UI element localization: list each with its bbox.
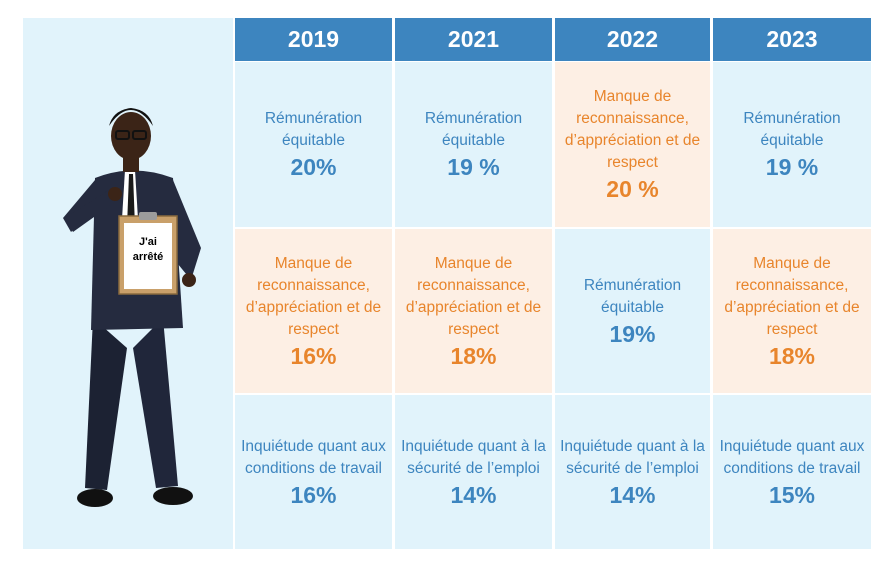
hair — [109, 108, 153, 126]
cell-label: Rémunération équitable — [743, 110, 841, 149]
cell-label: Manque de reconnaissance, d’appréciation… — [405, 254, 542, 338]
cell-percentage: 14% — [450, 481, 497, 508]
cell-percentage: 20 % — [606, 176, 659, 202]
glasses-left — [115, 130, 130, 140]
right-shoe — [153, 487, 193, 505]
right-leg — [133, 318, 178, 488]
cell-percentage: 19 % — [765, 154, 819, 180]
man-with-clipboard-figure: J'ai arrêté — [63, 108, 201, 507]
cell-2021-rank-3: Inquiétude quant à la sécurité de l’empl… — [395, 395, 552, 549]
cell-label: Inquiétude quant à la sécurité de l’empl… — [560, 437, 705, 477]
cell-percentage: 18% — [450, 342, 497, 369]
left-hand — [108, 187, 122, 201]
cell-2021-rank-1: Rémunération équitable 19 % — [395, 62, 552, 227]
cell-2019-rank-1: Rémunération équitable 20% — [235, 62, 392, 227]
cell-label: Rémunération équitable — [264, 110, 363, 149]
right-hand — [182, 273, 196, 287]
cell-2023-rank-2: Manque de reconnaissance, d’appréciation… — [713, 229, 871, 393]
cell-percentage: 19% — [609, 320, 656, 347]
cell-label: Inquiétude quant aux conditions de trava… — [719, 437, 865, 477]
clipboard-paper — [124, 223, 172, 289]
cell-percentage: 20% — [290, 154, 337, 180]
cell-percentage: 19 % — [447, 154, 500, 180]
cell-label: Rémunération équitable — [583, 276, 682, 316]
left-leg — [85, 318, 127, 490]
column-header-2019: 2019 — [235, 18, 392, 61]
column-header-2022: 2022 — [555, 18, 710, 61]
left-shoe — [77, 489, 113, 507]
neck — [123, 156, 139, 172]
cell-2022-rank-3: Inquiétude quant à la sécurité de l’empl… — [555, 395, 710, 549]
cell-2019-rank-3: Inquiétude quant aux conditions de trava… — [235, 395, 392, 549]
cell-2022-rank-1: Manque de reconnaissance, d’appréciation… — [555, 62, 710, 227]
cell-label: Inquiétude quant à la sécurité de l’empl… — [401, 437, 546, 477]
cell-percentage: 15% — [768, 481, 816, 508]
left-forearm — [65, 190, 115, 232]
column-header-2023: 2023 — [713, 18, 871, 61]
cell-percentage: 16% — [290, 481, 337, 508]
cell-label: Inquiétude quant aux conditions de trava… — [241, 437, 386, 477]
cell-label: Manque de reconnaissance, d’appréciation… — [564, 88, 701, 171]
cell-label: Manque de reconnaissance, d’appréciation… — [724, 254, 860, 338]
glasses-right — [132, 130, 147, 140]
cell-2023-rank-3: Inquiétude quant aux conditions de trava… — [713, 395, 871, 549]
column-header-2021: 2021 — [395, 18, 552, 61]
right-arm — [173, 180, 201, 280]
cell-percentage: 18% — [768, 342, 816, 369]
clipboard-text-line2: arrêté — [133, 251, 164, 263]
head — [111, 112, 151, 160]
cell-percentage: 14% — [609, 481, 656, 508]
cell-2021-rank-2: Manque de reconnaissance, d’appréciation… — [395, 229, 552, 393]
cell-2023-rank-1: Rémunération équitable 19 % — [713, 62, 871, 227]
clipboard-clip — [139, 212, 157, 220]
cell-label: Rémunération équitable — [424, 110, 523, 149]
cell-percentage: 16% — [290, 342, 337, 369]
cell-2022-rank-2: Rémunération équitable 19% — [555, 229, 710, 393]
cell-label: Manque de reconnaissance, d’appréciation… — [245, 254, 382, 338]
cell-2019-rank-2: Manque de reconnaissance, d’appréciation… — [235, 229, 392, 393]
clipboard-text-line1: J'ai — [139, 236, 157, 248]
